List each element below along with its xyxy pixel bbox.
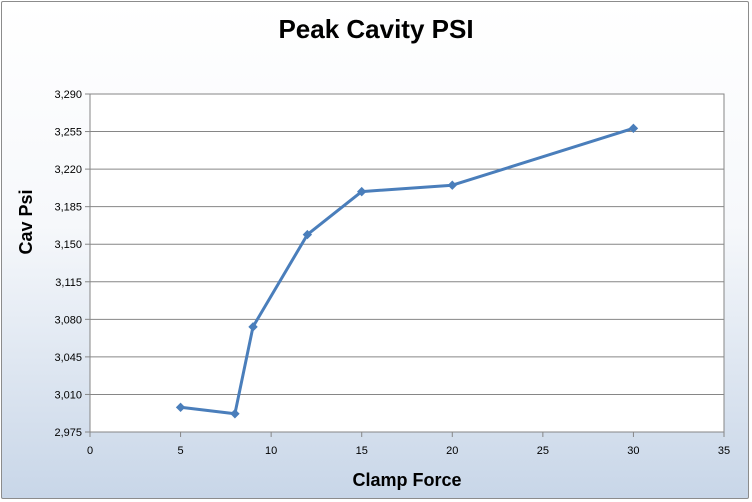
chart-title: Peak Cavity PSI xyxy=(278,14,474,44)
data-point-marker xyxy=(447,180,457,190)
x-tick-label: 25 xyxy=(537,445,549,457)
y-tick-label: 3,115 xyxy=(55,277,82,289)
y-tick-label: 3,150 xyxy=(54,239,82,251)
x-axis-title: Clamp Force xyxy=(352,470,461,490)
x-tick-label: 0 xyxy=(87,445,93,457)
y-tick-label: 3,255 xyxy=(54,127,82,139)
x-tick-label: 5 xyxy=(178,445,184,457)
x-tick-label: 35 xyxy=(718,445,730,457)
y-tick-label: 3,045 xyxy=(54,352,82,364)
data-point-marker xyxy=(628,123,639,134)
y-tick-label: 3,290 xyxy=(54,89,82,101)
y-axis-title: Cav Psi xyxy=(16,189,36,254)
y-tick-label: 3,080 xyxy=(54,314,82,326)
x-tick-label: 30 xyxy=(627,445,639,457)
data-point-marker xyxy=(175,402,186,413)
data-point-marker xyxy=(302,229,313,240)
y-tick-label: 2,975 xyxy=(54,427,82,439)
x-tick-label: 10 xyxy=(265,445,277,457)
y-tick-label: 3,185 xyxy=(54,202,82,214)
plot-area xyxy=(89,93,725,433)
axes: 2,975 3,010 3,045 3,080 3,115 3,150 3,185 3,220… xyxy=(54,89,730,457)
x-tick-label: 20 xyxy=(446,445,458,457)
y-tick-label: 3,220 xyxy=(54,164,82,176)
gridlines xyxy=(90,131,724,395)
y-tick-label: 3,010 xyxy=(54,389,82,401)
x-tick-label: 15 xyxy=(356,445,368,457)
series-layer xyxy=(175,123,639,419)
data-point-marker xyxy=(248,322,258,332)
data-point-marker xyxy=(357,186,367,197)
data-point-marker xyxy=(230,409,240,419)
